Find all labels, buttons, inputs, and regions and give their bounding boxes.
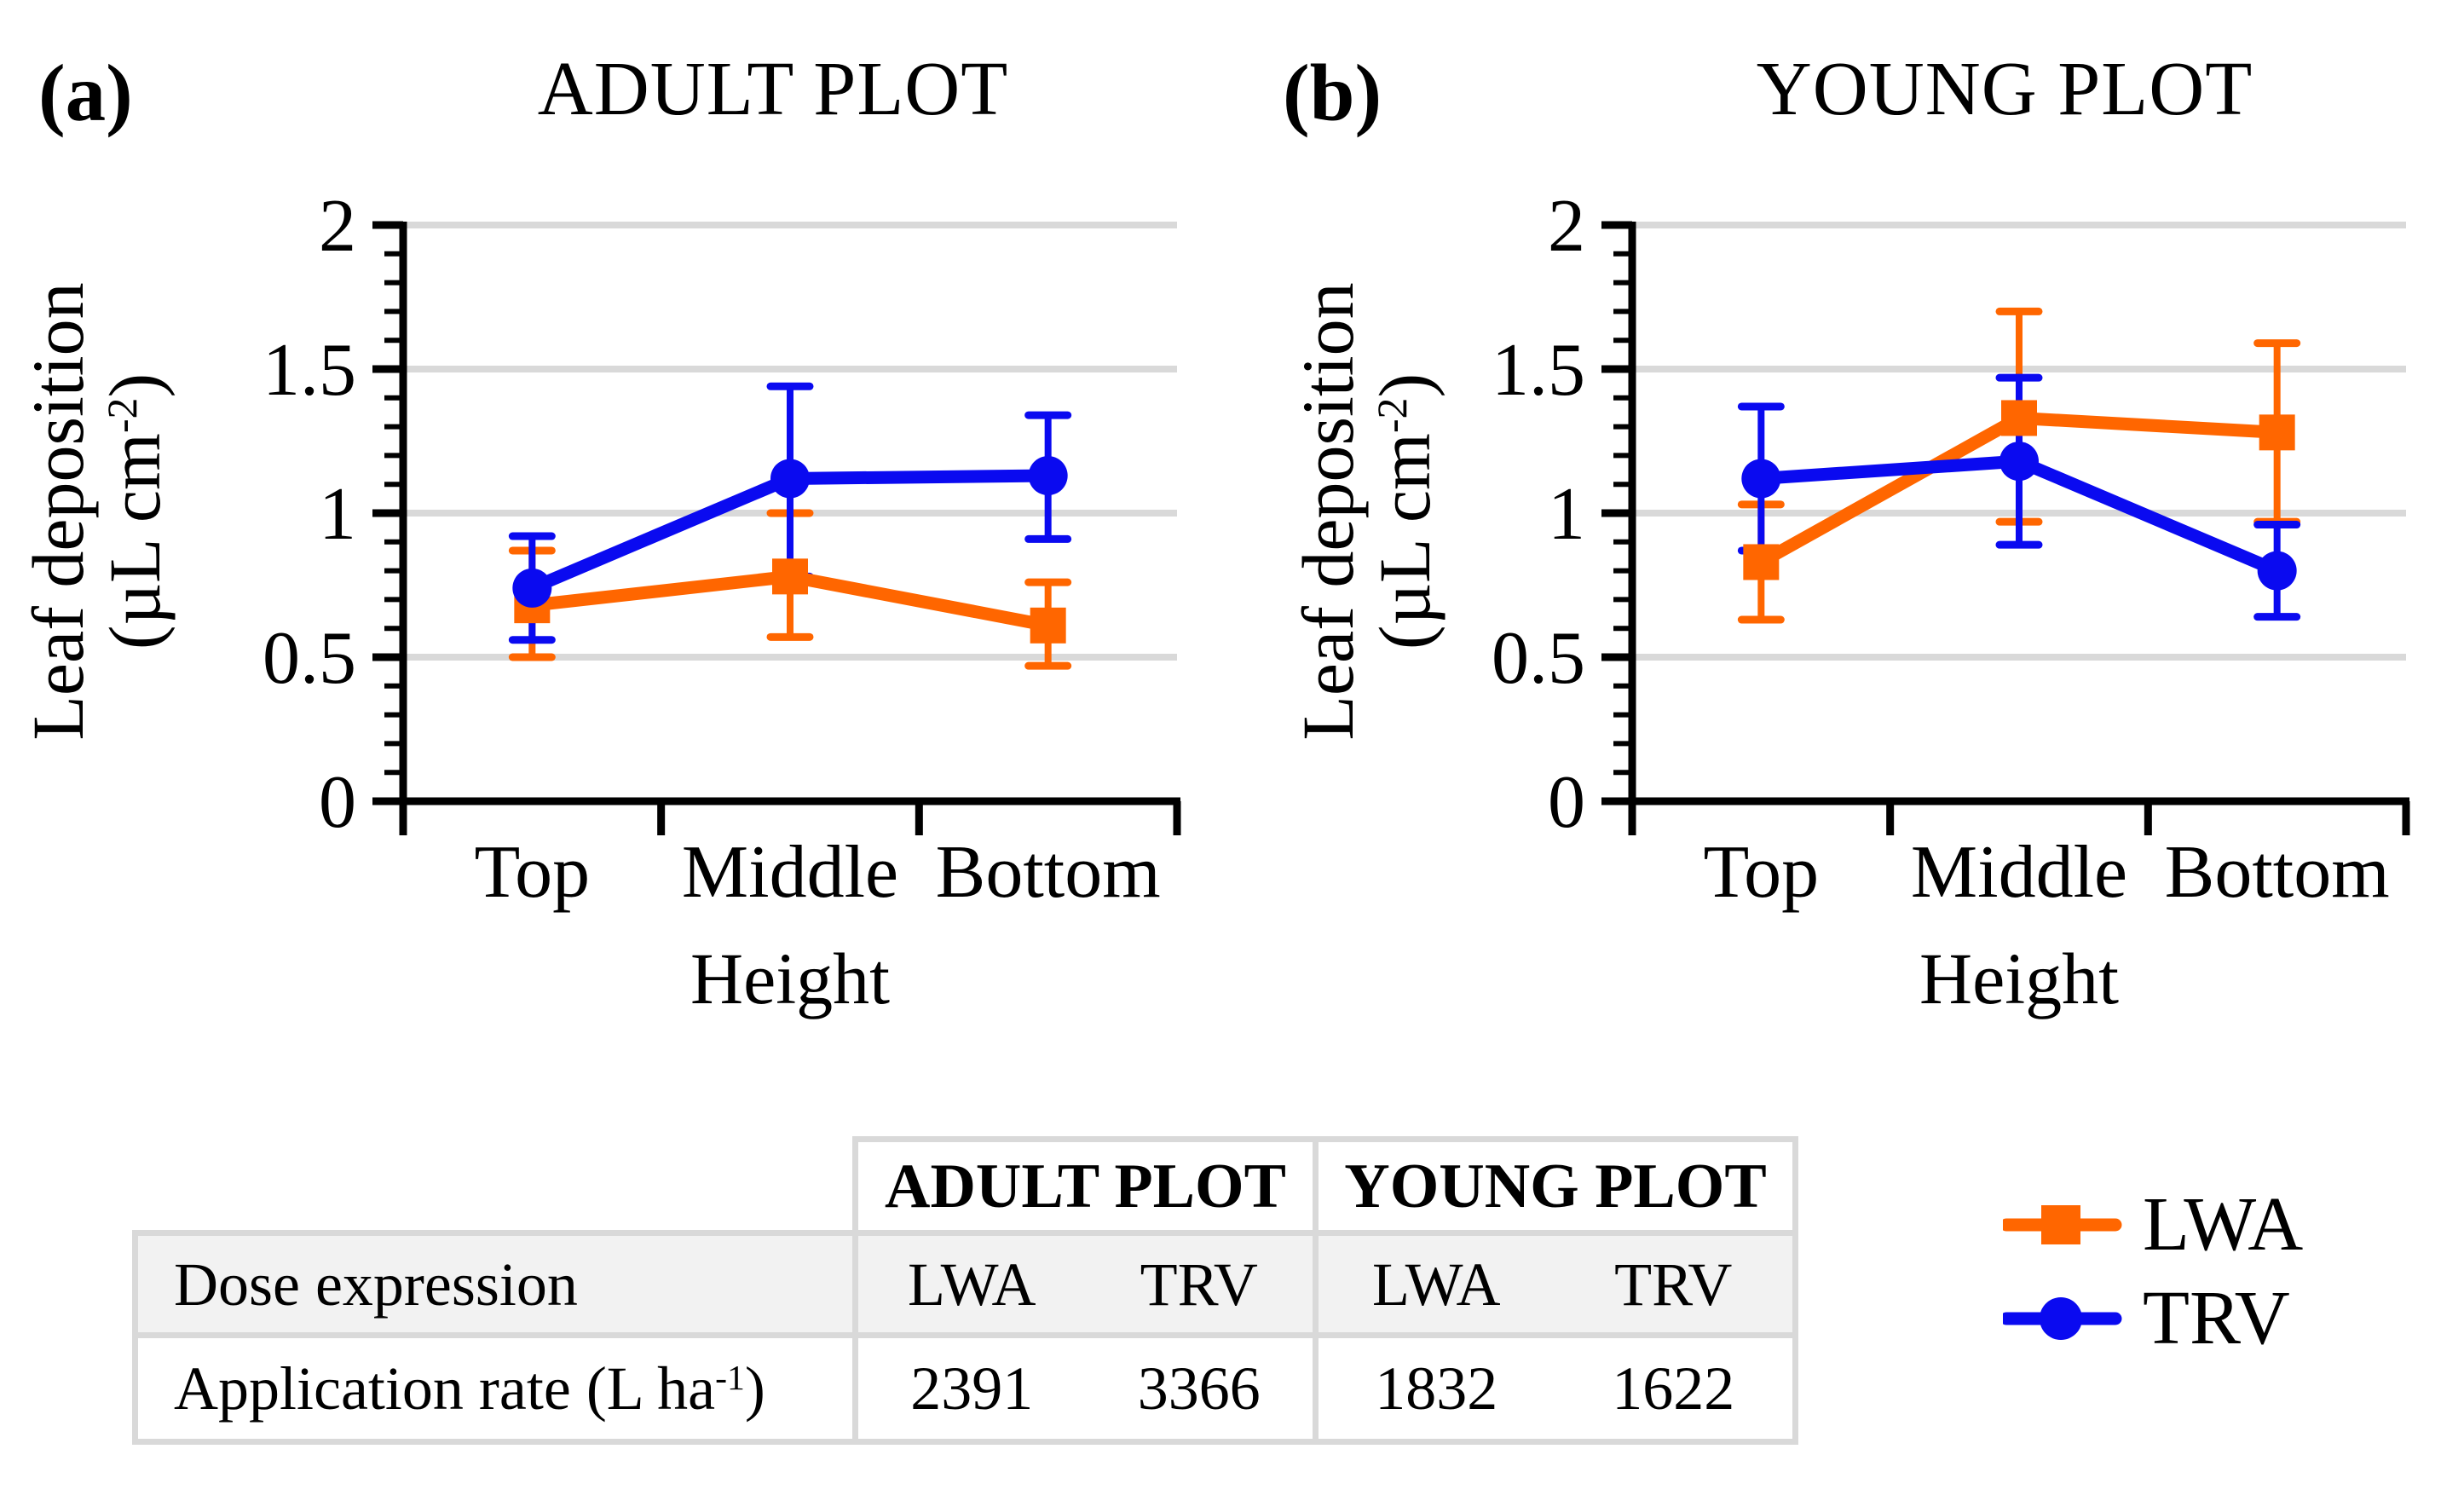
rate-cell: 3366 <box>1085 1332 1319 1445</box>
x-category-labels: Top Middle Bottom <box>1704 831 2390 914</box>
dose-cell: LWA <box>1313 1230 1555 1338</box>
svg-text:1: 1 <box>319 473 356 556</box>
svg-text:1.5: 1.5 <box>263 329 356 412</box>
dose-cell: LWA <box>852 1230 1086 1338</box>
svg-text:Middle: Middle <box>682 831 898 914</box>
y-tick-labels: 0 0.5 1 1.5 2 <box>263 185 356 844</box>
y-axis-unit-sup: -2 <box>98 397 146 434</box>
svg-text:Bottom: Bottom <box>2165 831 2390 914</box>
trv-circle-marker-icon <box>2003 1297 2122 1340</box>
y-axis-label-line1: Leaf deposition <box>17 282 99 741</box>
panel-b-tag: (b) <box>1283 48 1382 138</box>
y-tick-labels: 0 0.5 1 1.5 2 <box>1492 185 1585 844</box>
legend-item-trv: TRV <box>2003 1278 2303 1360</box>
svg-text:1.5: 1.5 <box>1492 329 1585 412</box>
svg-text:1: 1 <box>1548 473 1585 556</box>
y-axis-unit-suffix: ) <box>94 372 176 398</box>
panel-a-tag: (a) <box>38 48 133 138</box>
table-rate-row: Application rate (L ha-1) 2391 3366 1832… <box>132 1332 1798 1445</box>
svg-text:0: 0 <box>1548 761 1585 844</box>
svg-text:2: 2 <box>1548 185 1585 268</box>
series-markers-lwa <box>1743 400 2295 580</box>
legend: LWA TRV <box>2003 1184 2303 1360</box>
dose-expression-label: Dose expression <box>132 1230 858 1338</box>
axes <box>372 221 1181 835</box>
panel-a-y-axis-label: Leaf deposition (µL cm-2) <box>17 188 182 835</box>
panel-b-y-axis-label: Leaf deposition (µL cm-2) <box>1287 188 1451 835</box>
table-group-header-adult: ADULT PLOT <box>852 1136 1319 1236</box>
svg-text:0.5: 0.5 <box>1492 617 1585 700</box>
panel-b-title: YOUNG PLOT <box>1756 47 2253 131</box>
svg-text:0: 0 <box>319 761 356 844</box>
lwa-square-marker-icon <box>2003 1205 2122 1244</box>
chart-panel-a: 0 0.5 1 1.5 2 Top Middle Bottom <box>263 185 1181 914</box>
chart-panel-b: 0 0.5 1 1.5 2 Top Middle Bottom <box>1492 185 2410 914</box>
y-axis-unit-suffix: ) <box>1364 372 1446 398</box>
legend-label: TRV <box>2143 1276 2290 1360</box>
application-rate-label: Application rate (L ha-1) <box>132 1332 858 1445</box>
panel-a-title: ADULT PLOT <box>537 47 1009 131</box>
y-axis-unit-sup: -2 <box>1368 397 1416 434</box>
y-axis-unit-prefix: (µL cm <box>1364 433 1446 650</box>
dose-cell: TRV <box>1085 1230 1319 1338</box>
series-markers-trv <box>1741 442 2297 591</box>
x-category-labels: Top Middle Bottom <box>475 831 1161 914</box>
application-rate-table: ADULT PLOT YOUNG PLOT Dose expression LW… <box>132 1136 1798 1445</box>
panel-b-x-axis-label: Height <box>1919 938 2120 1019</box>
dose-cell: TRV <box>1554 1230 1798 1338</box>
table-corner-cell <box>135 1139 856 1233</box>
table-group-header-row: ADULT PLOT YOUNG PLOT <box>135 1136 1798 1236</box>
svg-text:0.5: 0.5 <box>263 617 356 700</box>
rate-cell: 1622 <box>1554 1332 1798 1445</box>
svg-text:Middle: Middle <box>1911 831 2127 914</box>
svg-text:2: 2 <box>319 185 356 268</box>
y-axis-label-line1: Leaf deposition <box>1287 282 1369 741</box>
series-markers-trv <box>512 456 1068 608</box>
table-group-header-young: YOUNG PLOT <box>1313 1136 1798 1236</box>
legend-label: LWA <box>2143 1182 2304 1267</box>
svg-text:Top: Top <box>1704 831 1820 914</box>
svg-text:Bottom: Bottom <box>936 831 1161 914</box>
rate-cell: 1832 <box>1313 1332 1555 1445</box>
svg-text:Top: Top <box>475 831 591 914</box>
panel-a-x-axis-label: Height <box>690 938 891 1019</box>
table-dose-row: Dose expression LWA TRV LWA TRV <box>132 1230 1798 1338</box>
legend-item-lwa: LWA <box>2003 1184 2303 1266</box>
y-axis-unit-prefix: (µL cm <box>94 433 176 650</box>
axes <box>1601 221 2410 835</box>
rate-cell: 2391 <box>852 1332 1086 1445</box>
